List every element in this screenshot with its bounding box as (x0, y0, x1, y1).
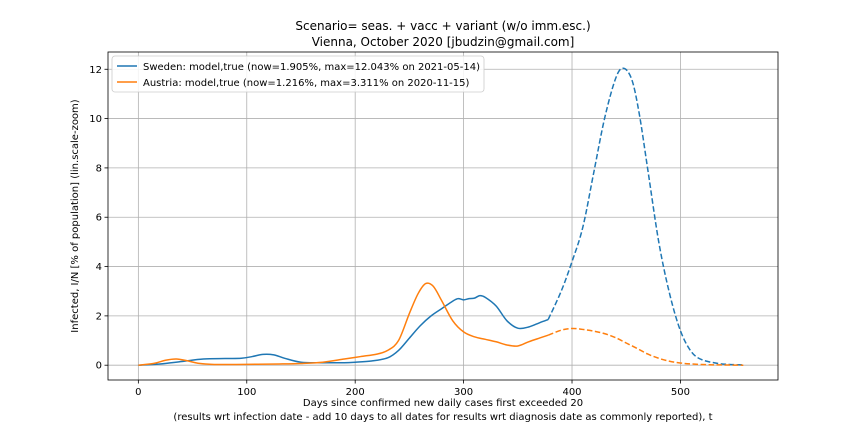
x-tick-label: 400 (562, 387, 581, 398)
legend-box (111, 55, 485, 93)
series-projection-austria (547, 327, 744, 366)
series-projection-sweden (547, 67, 744, 366)
x-axis-label-line2: (results wrt infection date - add 10 day… (173, 412, 712, 423)
chart-title-line2: Vienna, October 2020 [jbudzin@gmail.com] (312, 35, 575, 49)
y-tick-label: 10 (89, 114, 102, 125)
y-tick-label: 12 (89, 65, 102, 76)
x-axis-label-line1: Days since confirmed new daily cases fir… (303, 398, 583, 409)
series-group (138, 67, 744, 366)
legend-label-austria: Austria: model,true (now=1.216%, max=3.3… (143, 78, 470, 89)
series-line-austria (138, 282, 549, 366)
legend-label-sweden: Sweden: model,true (now=1.905%, max=12.0… (143, 62, 480, 73)
y-tick-label: 8 (96, 163, 102, 174)
x-tick-label: 300 (454, 387, 473, 398)
y-tick-label: 2 (96, 311, 102, 322)
series-line-sweden (138, 294, 549, 366)
grid (108, 52, 778, 380)
x-tick-label: 500 (671, 387, 690, 398)
y-tick-label: 4 (96, 262, 102, 273)
x-tick-label: 200 (346, 387, 365, 398)
x-tick-label: 0 (135, 387, 141, 398)
chart-title-line1: Scenario= seas. + vacc + variant (w/o im… (295, 19, 590, 33)
x-tick-label: 100 (237, 387, 256, 398)
plot-frame (107, 51, 779, 381)
ticks: 0 100 200 300 400 500 0 2 4 6 8 10 12 (89, 65, 690, 398)
legend: Sweden: model,true (now=1.905%, max=12.0… (111, 55, 485, 93)
y-tick-label: 0 (96, 361, 102, 372)
y-tick-label: 6 (96, 213, 102, 224)
y-axis-label: Infected, I/N [% of population] (lin.sca… (70, 99, 81, 332)
